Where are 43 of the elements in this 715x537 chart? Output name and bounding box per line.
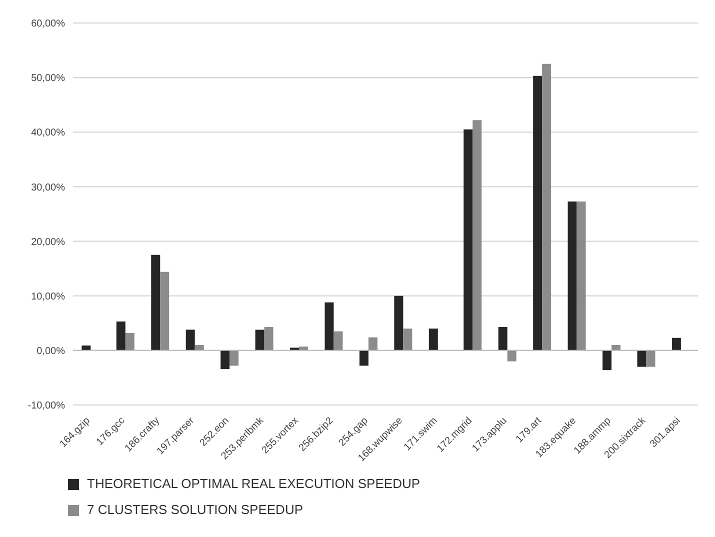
bar: [186, 330, 195, 350]
bar: [646, 350, 656, 367]
bar: [194, 344, 204, 350]
bar: [672, 338, 681, 350]
y-tick-label: 0,00%: [36, 346, 66, 357]
bar: [255, 330, 264, 350]
legend-label: THEORETICAL OPTIMAL REAL EXECUTION SPEEDUP: [87, 475, 420, 493]
bar: [533, 76, 542, 350]
bar: [230, 350, 239, 366]
bar: [334, 331, 343, 350]
y-tick-label: 60,00%: [31, 18, 66, 30]
bar: [82, 346, 91, 350]
bar: [568, 201, 577, 350]
bar: [299, 346, 308, 350]
bar: [116, 322, 126, 350]
y-tick-label: 30,00%: [31, 182, 66, 194]
bar: [472, 120, 482, 350]
bar: [324, 302, 334, 350]
bar: [160, 272, 170, 350]
y-tick-label: 50,00%: [31, 73, 66, 84]
bar: [220, 350, 230, 369]
bar: [368, 337, 378, 350]
y-tick-label: 20,00%: [31, 236, 66, 248]
bar: [428, 328, 438, 350]
bar: [394, 296, 404, 350]
bar: [498, 326, 508, 350]
bar: [290, 348, 300, 350]
bar: [602, 350, 612, 370]
bar: [612, 344, 621, 350]
bar: [637, 350, 646, 367]
bar: [264, 326, 274, 350]
bar: [359, 350, 368, 366]
y-tick-label: 10,00%: [31, 291, 66, 302]
y-tick-label: -10,00%: [28, 400, 66, 412]
bar: [464, 129, 473, 350]
bar: [151, 254, 160, 350]
bar: [542, 64, 552, 350]
bar: [125, 332, 134, 350]
legend-label: 7 CLUSTERS SOLUTION SPEEDUP: [87, 501, 303, 519]
bar: [403, 328, 412, 350]
bar: [507, 350, 516, 362]
y-tick-label: 40,00%: [31, 128, 66, 139]
bar: [576, 201, 586, 350]
